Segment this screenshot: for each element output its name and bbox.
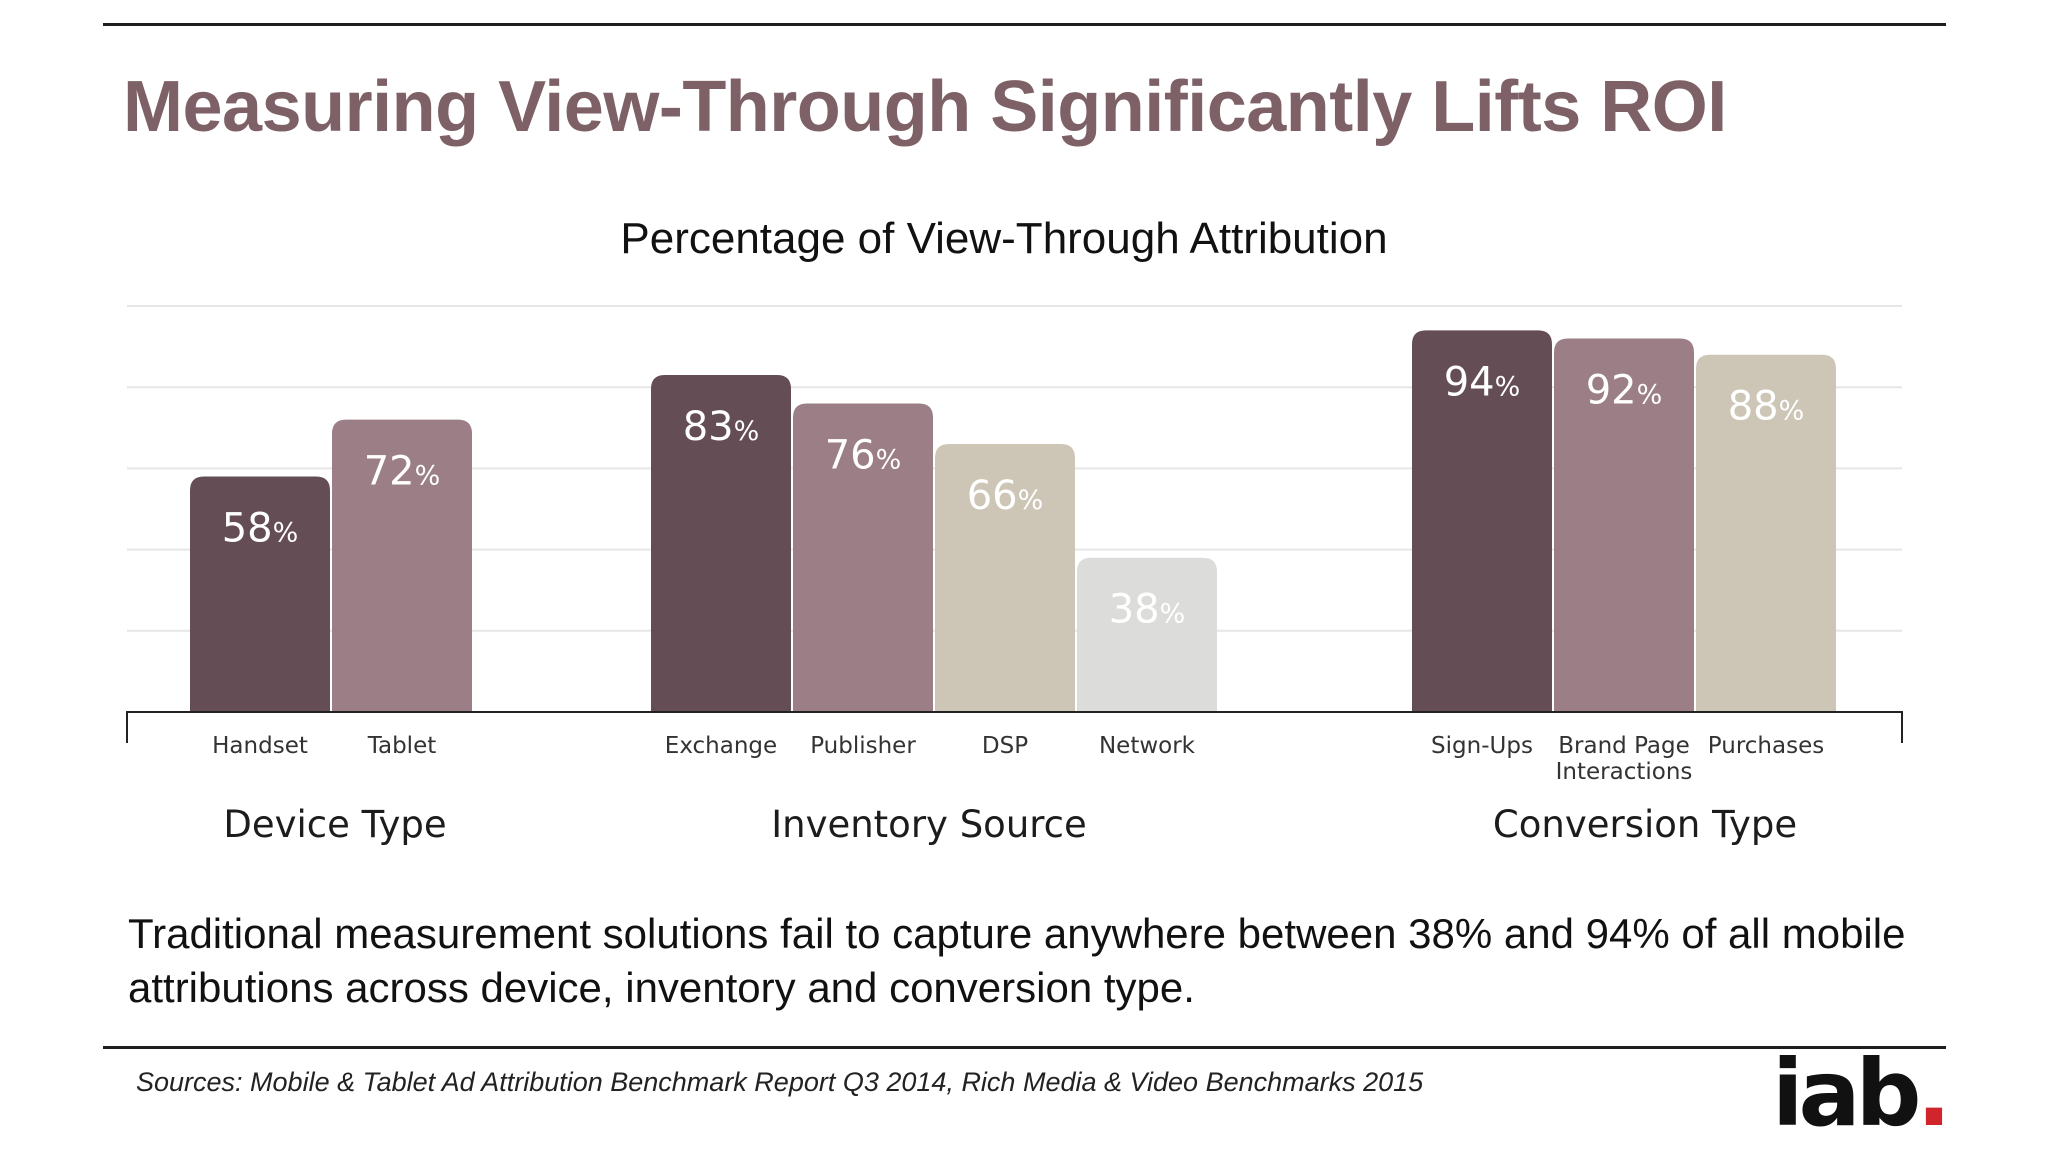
bar-brand-page-interactions	[1554, 338, 1694, 712]
value-unit: %	[1018, 485, 1044, 516]
bar-dsp	[935, 444, 1075, 712]
value-label: 94%	[1444, 359, 1521, 405]
iab-logo: iab.	[1772, 1040, 1951, 1147]
tick-label: Purchases	[1708, 733, 1824, 759]
value-unit: %	[734, 416, 760, 447]
x-axis	[126, 711, 1903, 743]
bar-network	[1077, 557, 1217, 712]
bar-chart: 58%72%83%76%66%38%94% 92% 88% Handset Table…	[126, 305, 1903, 846]
value-number: 72	[364, 449, 415, 495]
tick-label: Handset	[212, 733, 308, 759]
bar-sign-ups	[1412, 330, 1552, 712]
value-unit: %	[415, 461, 441, 492]
tick-label: Network	[1099, 733, 1196, 759]
logo-dot: .	[1916, 1040, 1951, 1147]
value-label: 72%	[364, 449, 441, 495]
source-note: Sources: Mobile & Tablet Ad Attribution …	[136, 1067, 1424, 1097]
value-number: 66	[967, 473, 1018, 519]
value-number: 83	[683, 404, 734, 450]
value-label: 88%	[1728, 384, 1805, 430]
bars: 58%72%83%76%66%38%94% 92% 88%	[190, 330, 1836, 712]
value-number: 38	[1109, 587, 1160, 633]
value-label: 83%	[683, 404, 760, 450]
group-label: Device Type	[223, 803, 446, 846]
value-unit: %	[1779, 396, 1805, 427]
value-label: 38%	[1109, 587, 1186, 633]
tick-label: Brand Page Interactions	[1556, 733, 1693, 785]
group-label: Inventory Source	[771, 803, 1087, 846]
value-unit: %	[1495, 371, 1521, 402]
chart-title: Percentage of View-Through Attribution	[620, 214, 1388, 263]
group-label: Conversion Type	[1493, 803, 1797, 846]
tick-label: DSP	[982, 733, 1028, 759]
value-unit: %	[273, 518, 299, 549]
value-label: 58%	[222, 506, 299, 552]
tick-label: Tablet	[367, 733, 437, 759]
caption-text: Traditional measurement solutions fail t…	[128, 910, 1906, 1011]
value-number: 94	[1444, 359, 1495, 405]
bottom-rule	[103, 1046, 1946, 1049]
value-label: 76%	[825, 432, 902, 478]
value-unit: %	[1160, 599, 1186, 630]
value-number: 88	[1728, 384, 1779, 430]
logo-text: iab	[1772, 1040, 1922, 1147]
value-label: 92%	[1586, 367, 1663, 413]
slide-title: Measuring View-Through Significantly Lif…	[123, 67, 1727, 147]
top-rule	[103, 23, 1946, 26]
tick-label-line: Interactions	[1556, 759, 1693, 785]
tick-label: Publisher	[810, 733, 916, 759]
bar-exchange	[651, 375, 791, 712]
bar-publisher	[793, 403, 933, 712]
tick-label-line: Brand Page	[1558, 733, 1690, 759]
bar-purchases	[1696, 354, 1836, 712]
value-unit: %	[1637, 379, 1663, 410]
axis-labels: Handset Tablet Device Type Exchange Publishe…	[212, 733, 1824, 846]
value-number: 58	[222, 506, 273, 552]
value-label: 66%	[967, 473, 1044, 519]
axis-line	[126, 711, 1903, 743]
value-number: 92	[1586, 367, 1637, 413]
value-number: 76	[825, 432, 876, 478]
tick-label: Exchange	[665, 733, 777, 759]
value-unit: %	[876, 444, 902, 475]
bar-handset	[190, 476, 330, 712]
tick-label: Sign-Ups	[1431, 733, 1533, 759]
bar-tablet	[332, 419, 472, 712]
